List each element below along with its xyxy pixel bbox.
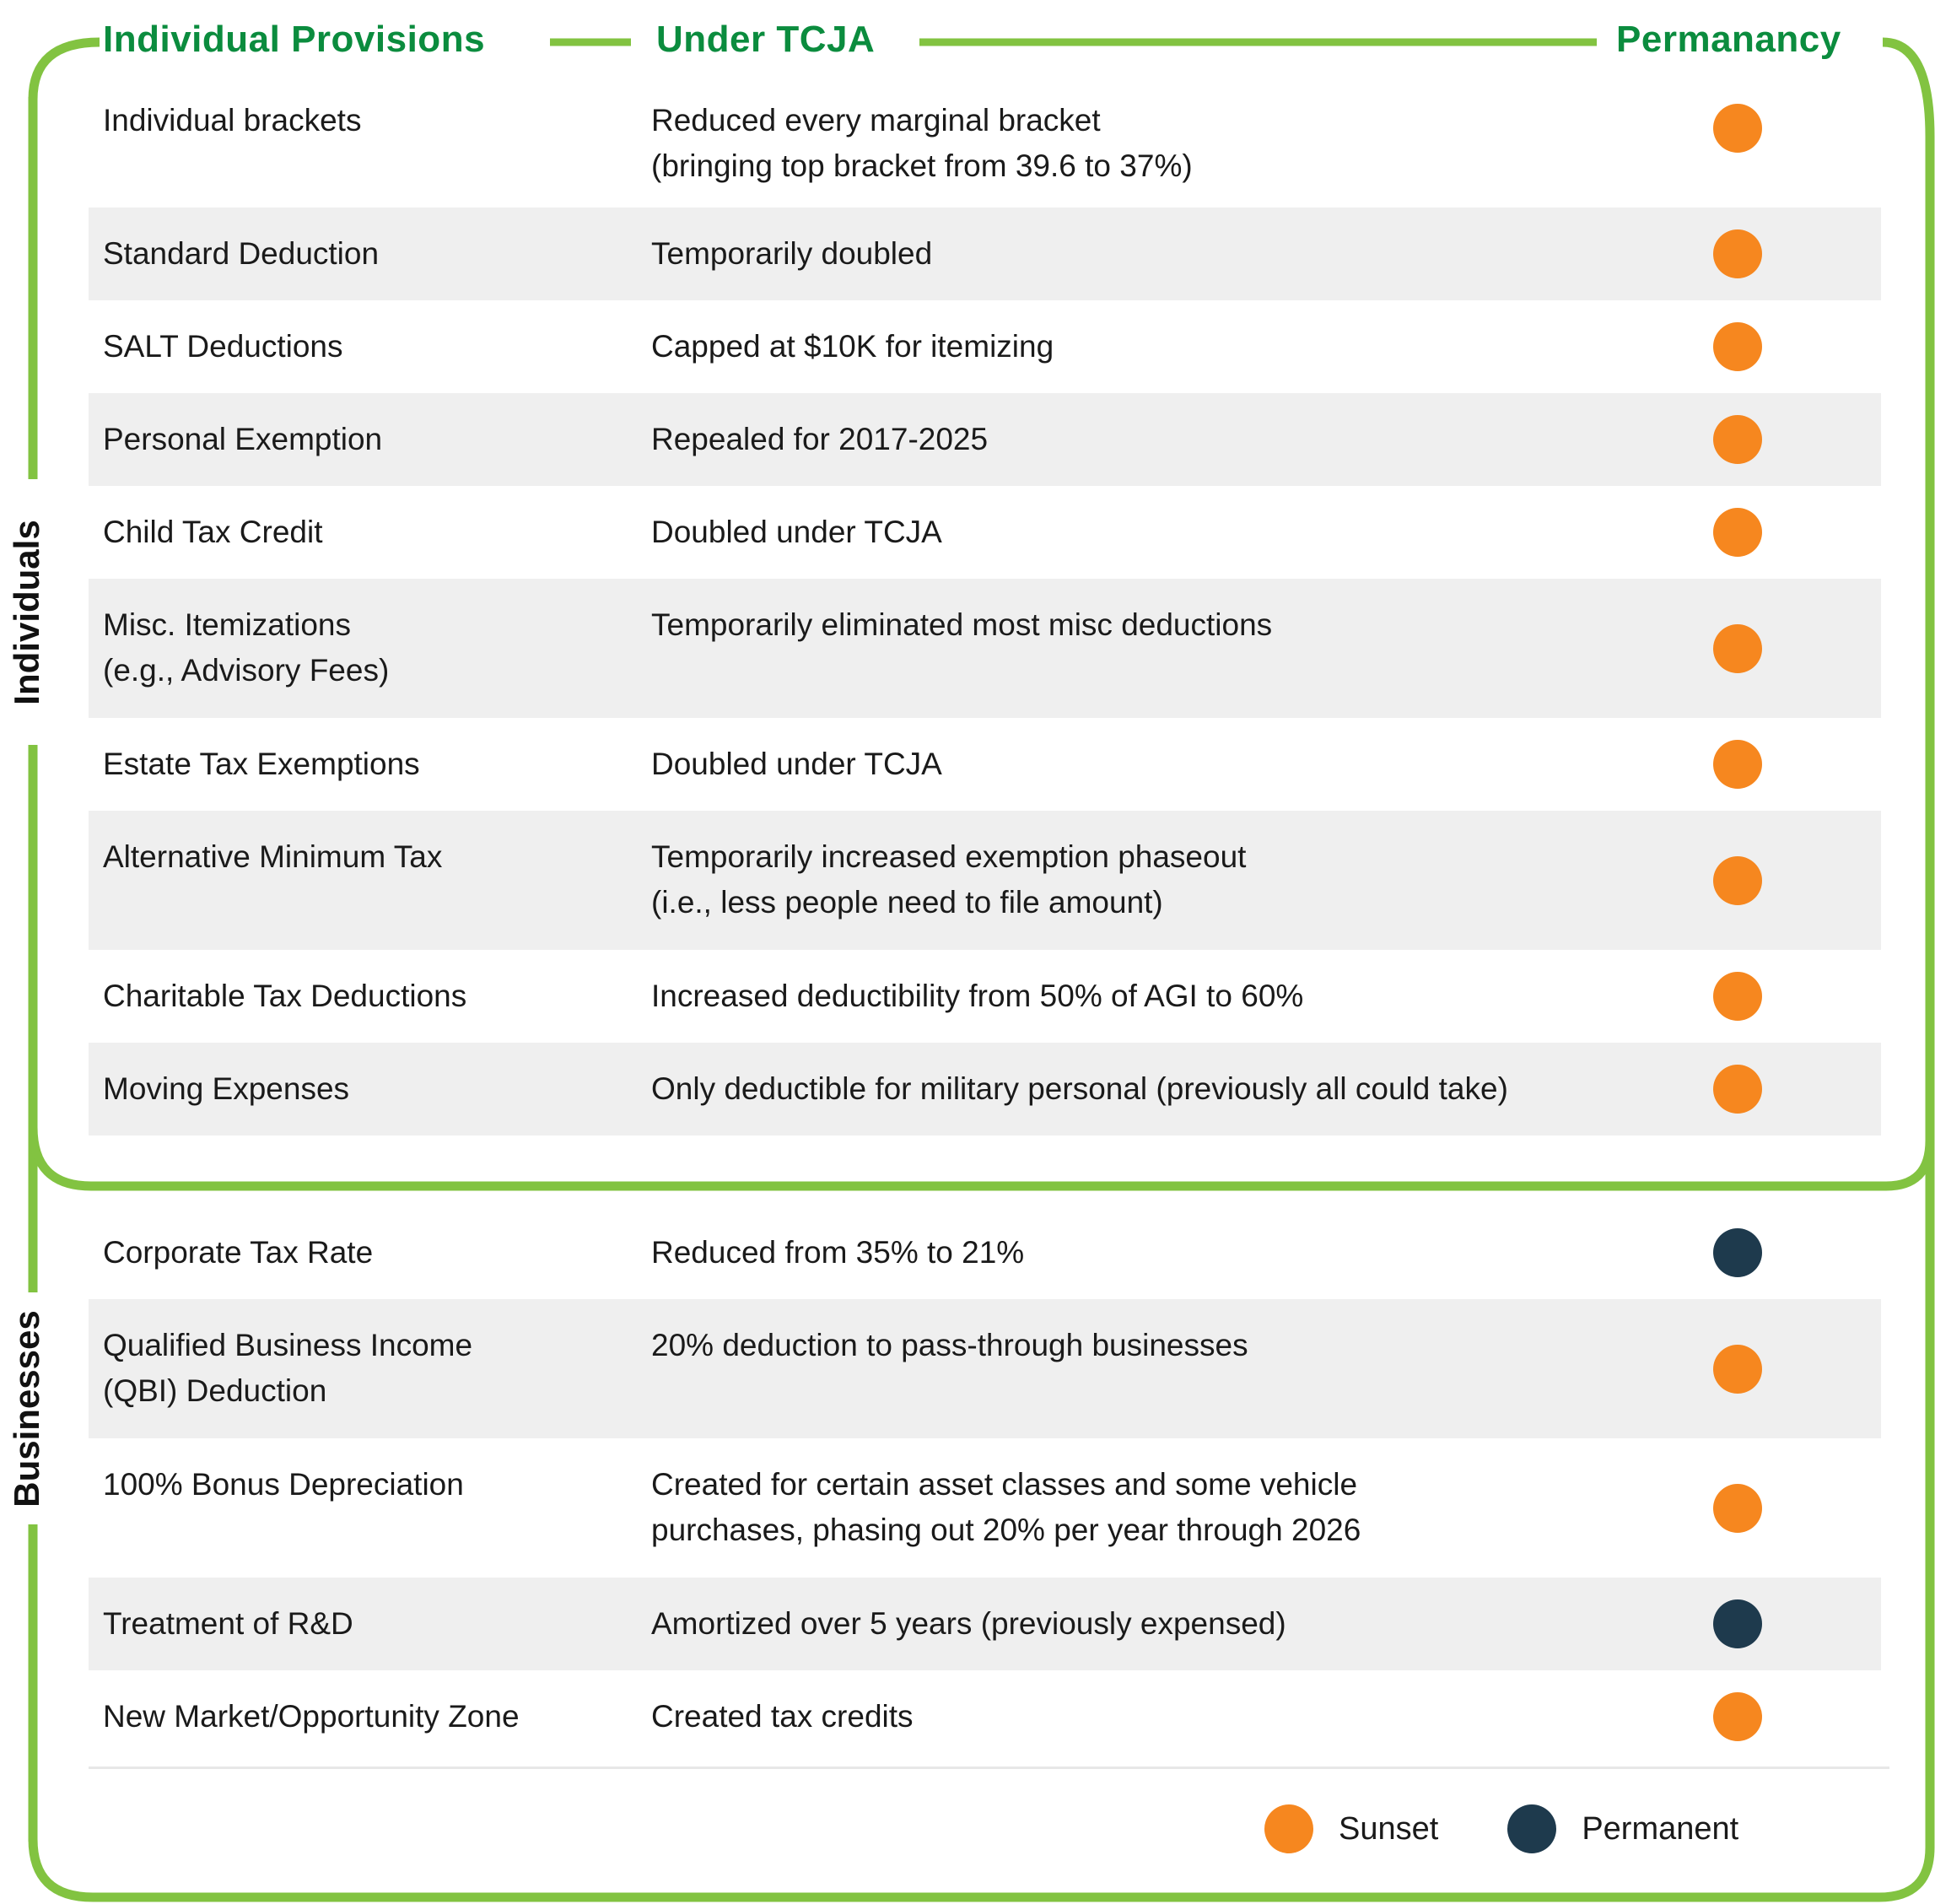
businesses-section-table: Corporate Tax Rate Reduced from 35% to 21… (89, 1206, 1881, 1763)
table-row: Treatment of R&D Amortized over 5 years (… (89, 1578, 1881, 1670)
column-header-individual-provisions: Individual Provisions (103, 19, 486, 60)
provision-description: Increased deductibility from 50% of AGI … (651, 979, 1304, 1013)
provision-name: Standard Deduction (103, 236, 380, 271)
legend-label-sunset: Sunset (1339, 1810, 1439, 1847)
provision-description: Temporarily eliminated most misc deducti… (651, 607, 1273, 642)
provision-name: Individual brackets (103, 103, 362, 138)
provision-description: Only deductible for military personal (p… (651, 1071, 1508, 1106)
status-dot-sunset (1713, 322, 1762, 371)
provision-name: New Market/Opportunity Zone (103, 1699, 520, 1734)
permanent-dot-icon (1507, 1804, 1557, 1853)
status-dot-sunset (1713, 740, 1762, 789)
provision-name: Charitable Tax Deductions (103, 979, 467, 1013)
status-dot-sunset (1713, 415, 1762, 464)
table-row: Charitable Tax Deductions Increased deduc… (89, 950, 1881, 1043)
status-dot-permanent (1713, 1228, 1762, 1277)
status-dot-sunset (1713, 1692, 1762, 1741)
provision-description: Capped at $10K for itemizing (651, 329, 1054, 364)
section-label-individuals: Individuals (7, 520, 46, 705)
provision-description: Reduced from 35% to 21% (651, 1235, 1025, 1270)
status-dot-sunset (1713, 104, 1762, 153)
provision-name: Moving Expenses (103, 1071, 350, 1106)
sunset-dot-icon (1264, 1804, 1313, 1853)
legend: Sunset Permanent (1264, 1804, 1738, 1853)
provision-description: Created for certain asset classes and so… (651, 1467, 1361, 1547)
provision-name: Treatment of R&D (103, 1606, 353, 1641)
individuals-section-table: Individual brackets Reduced every margina… (89, 49, 1881, 1135)
provision-name: Personal Exemption (103, 422, 383, 456)
provision-description: Repealed for 2017-2025 (651, 422, 989, 456)
status-dot-sunset (1713, 1065, 1762, 1114)
table-row: Child Tax Credit Doubled under TCJA (89, 486, 1881, 579)
table-row: 100% Bonus Depreciation Created for certa… (89, 1438, 1881, 1578)
legend-label-permanent: Permanent (1582, 1810, 1739, 1847)
status-dot-sunset (1713, 855, 1762, 905)
column-header-under-tcja: Under TCJA (656, 19, 876, 60)
provision-description: Reduced every marginal bracket (bringing … (651, 103, 1193, 183)
table-row: Qualified Business Income (QBI) Deduction… (89, 1299, 1881, 1438)
provision-name: Alternative Minimum Tax (103, 839, 443, 874)
table-row: SALT Deductions Capped at $10K for itemiz… (89, 300, 1881, 393)
provision-description: Created tax credits (651, 1699, 914, 1734)
provision-name: Qualified Business Income (QBI) Deduction (103, 1328, 473, 1408)
table-row: New Market/Opportunity Zone Created tax c… (89, 1670, 1881, 1763)
provision-name: 100% Bonus Depreciation (103, 1467, 464, 1502)
status-dot-sunset (1713, 623, 1762, 673)
table-row: Personal Exemption Repealed for 2017-2025 (89, 393, 1881, 486)
status-dot-sunset (1713, 229, 1762, 278)
table-row: Moving Expenses Only deductible for milit… (89, 1043, 1881, 1135)
provision-name: Misc. Itemizations (e.g., Advisory Fees) (103, 607, 390, 688)
table-row: Estate Tax Exemptions Doubled under TCJA (89, 718, 1881, 811)
column-header-permanancy: Permanancy (1616, 19, 1841, 60)
provision-description: Doubled under TCJA (651, 515, 942, 549)
section-label-businesses: Businesses (7, 1310, 46, 1508)
provision-description: Temporarily increased exemption phaseout… (651, 839, 1247, 920)
status-dot-sunset (1713, 972, 1762, 1021)
bracket-section-divider (28, 1126, 1935, 1191)
provision-description: Doubled under TCJA (651, 747, 942, 781)
provision-name: Estate Tax Exemptions (103, 747, 420, 781)
provision-description: 20% deduction to pass-through businesses (651, 1328, 1248, 1362)
table-row: Individual brackets Reduced every margina… (89, 49, 1881, 208)
provision-name: Child Tax Credit (103, 515, 323, 549)
table-row: Alternative Minimum Tax Temporarily incre… (89, 811, 1881, 950)
status-dot-sunset (1713, 1483, 1762, 1533)
status-dot-sunset (1713, 1344, 1762, 1394)
provision-name: SALT Deductions (103, 329, 343, 364)
provision-description: Temporarily doubled (651, 236, 933, 271)
provision-description: Amortized over 5 years (previously expen… (651, 1606, 1286, 1641)
table-row: Corporate Tax Rate Reduced from 35% to 21… (89, 1206, 1881, 1299)
table-bottom-rule (89, 1766, 1889, 1769)
table-row: Misc. Itemizations (e.g., Advisory Fees) T… (89, 579, 1881, 718)
table-row: Standard Deduction Temporarily doubled (89, 208, 1881, 300)
status-dot-permanent (1713, 1599, 1762, 1648)
provision-name: Corporate Tax Rate (103, 1235, 374, 1270)
status-dot-sunset (1713, 508, 1762, 557)
